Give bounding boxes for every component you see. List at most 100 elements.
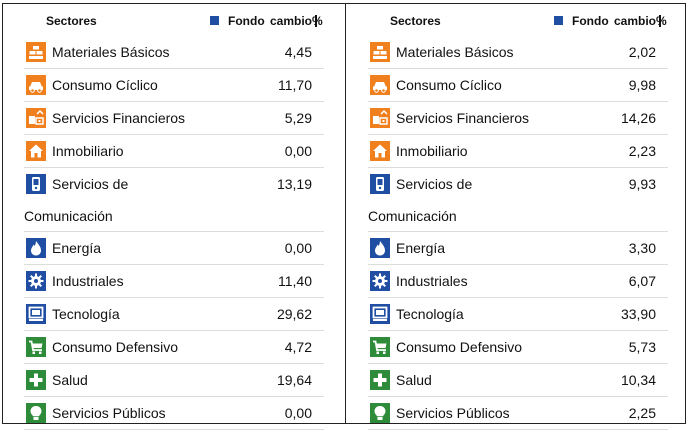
sector-label: Industriales <box>52 273 124 289</box>
sector-label: Salud <box>52 372 88 388</box>
sector-label: Servicios de <box>396 176 473 192</box>
sector-value: 0,00 <box>284 143 312 159</box>
panel-divider <box>345 3 346 424</box>
table-header: Sectores Fondo cambio% <box>24 8 324 36</box>
computer-icon <box>370 304 390 324</box>
sector-row: Servicios Financieros 5,29 <box>24 102 324 135</box>
sector-row: Consumo Cíclico 11,70 <box>24 69 324 102</box>
flame-icon <box>26 238 46 258</box>
sector-value: 6,07 <box>628 273 656 289</box>
house-icon <box>370 141 390 161</box>
sector-row: Consumo Defensivo 4,72 <box>24 331 324 364</box>
sector-label-continuation: Comunicación <box>24 208 113 224</box>
sector-label: Tecnología <box>396 306 464 322</box>
sector-value: 2,02 <box>628 44 656 60</box>
sector-value: 13,19 <box>276 176 312 192</box>
sector-label: Servicios de <box>52 176 129 192</box>
header-fund: Fondo <box>572 14 609 28</box>
sector-value: 9,93 <box>628 176 656 192</box>
sector-label: Inmobiliario <box>52 143 124 159</box>
sector-value: 4,72 <box>284 339 312 355</box>
header-sectors: Sectores <box>46 14 97 28</box>
sector-row: Consumo Cíclico 9,98 <box>368 69 668 102</box>
sector-label: Consumo Cíclico <box>52 77 158 93</box>
sector-value: 33,90 <box>620 306 656 322</box>
header-fund: Fondo <box>228 14 265 28</box>
sector-label: Energía <box>52 240 102 256</box>
header-change: cambio% <box>270 14 323 28</box>
sector-label: Materiales Básicos <box>52 44 170 60</box>
sector-row: Tecnología 29,62 <box>24 298 324 331</box>
sector-value: 19,64 <box>276 372 312 388</box>
phone-icon <box>26 174 46 194</box>
sector-value: 2,23 <box>628 143 656 159</box>
sector-label: Consumo Cíclico <box>396 77 502 93</box>
car-icon <box>370 75 390 95</box>
sector-row: Inmobiliario 2,23 <box>368 135 668 168</box>
bank-icon <box>26 108 46 128</box>
sector-row: Servicios Públicos 0,00 <box>24 397 324 430</box>
header-sectors: Sectores <box>390 14 441 28</box>
sector-row: Consumo Defensivo 5,73 <box>368 331 668 364</box>
sector-value: 5,29 <box>284 110 312 126</box>
sector-row: Servicios Financieros 14,26 <box>368 102 668 135</box>
sector-panel-right: Sectores Fondo cambio% Materiales Básico… <box>368 8 668 430</box>
sector-label-continuation: Comunicación <box>368 208 457 224</box>
text-cursor <box>659 15 661 27</box>
sector-value: 5,73 <box>628 339 656 355</box>
flame-icon <box>370 238 390 258</box>
sector-value: 2,25 <box>628 405 656 421</box>
sector-label: Salud <box>396 372 432 388</box>
materials-icon <box>370 42 390 62</box>
sector-row: Energía 0,00 <box>24 232 324 265</box>
sector-label: Tecnología <box>52 306 120 322</box>
sector-label: Consumo Defensivo <box>396 339 523 355</box>
sector-row: Energía 3,30 <box>368 232 668 265</box>
sector-rows: Materiales Básicos 4,45 Consumo Cíclico 11,… <box>24 36 324 430</box>
header-change: cambio% <box>614 14 667 28</box>
sector-row: Inmobiliario 0,00 <box>24 135 324 168</box>
sector-value: 11,40 <box>278 273 312 289</box>
sector-rows: Materiales Básicos 2,02 Consumo Cíclico 9,9… <box>368 36 668 430</box>
cart-icon <box>370 337 390 357</box>
sector-value: 9,98 <box>628 77 656 93</box>
sector-value: 0,00 <box>284 405 312 421</box>
house-icon <box>26 141 46 161</box>
cross-icon <box>26 370 46 390</box>
legend-square <box>554 16 563 25</box>
car-icon <box>26 75 46 95</box>
sector-value: 4,45 <box>284 44 312 60</box>
legend-square <box>210 16 219 25</box>
gear-icon <box>370 271 390 291</box>
sector-label: Consumo Defensivo <box>52 339 179 355</box>
sector-row: Servicios de Comunicación 9,93 <box>368 168 668 232</box>
sector-label: Servicios Públicos <box>396 405 510 421</box>
sector-value: 10,34 <box>620 372 656 388</box>
sector-row: Industriales 6,07 <box>368 265 668 298</box>
sector-label: Servicios Públicos <box>52 405 166 421</box>
sector-label: Servicios Financieros <box>52 110 186 126</box>
lightbulb-icon <box>26 403 46 423</box>
sector-row: Industriales 11,40 <box>24 265 324 298</box>
sector-value: 11,70 <box>278 77 312 93</box>
materials-icon <box>26 42 46 62</box>
sector-value: 29,62 <box>276 306 312 322</box>
sector-label: Inmobiliario <box>396 143 468 159</box>
cross-icon <box>370 370 390 390</box>
sector-row: Materiales Básicos 4,45 <box>24 36 324 69</box>
computer-icon <box>26 304 46 324</box>
sector-row: Tecnología 33,90 <box>368 298 668 331</box>
bank-icon <box>370 108 390 128</box>
sector-value: 14,26 <box>620 110 656 126</box>
text-cursor <box>315 15 317 27</box>
sector-row: Materiales Básicos 2,02 <box>368 36 668 69</box>
sector-value: 0,00 <box>284 240 312 256</box>
sector-panel-left: Sectores Fondo cambio% Materiales Básico… <box>24 8 324 430</box>
sector-row: Servicios Públicos 2,25 <box>368 397 668 430</box>
outer-frame <box>2 3 686 424</box>
table-header: Sectores Fondo cambio% <box>368 8 668 36</box>
sector-row: Salud 10,34 <box>368 364 668 397</box>
sector-row: Servicios de Comunicación 13,19 <box>24 168 324 232</box>
lightbulb-icon <box>370 403 390 423</box>
sector-label: Materiales Básicos <box>396 44 514 60</box>
